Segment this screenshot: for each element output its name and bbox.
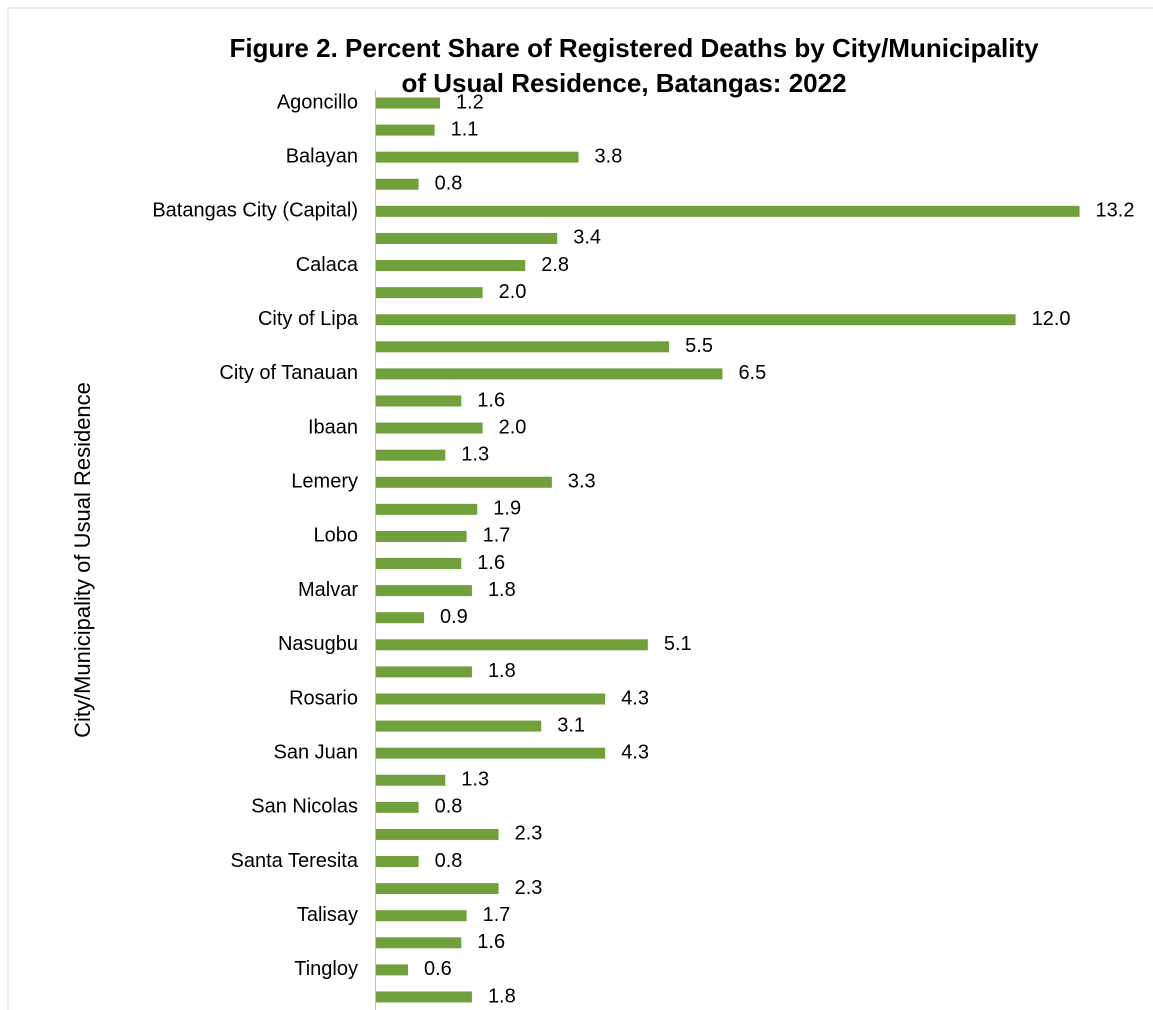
bar <box>376 720 542 732</box>
y-tick-label: City of Tanauan <box>219 362 358 384</box>
y-tick-label: Agoncillo <box>277 91 358 113</box>
value-label: 5.5 <box>685 335 713 357</box>
y-tick-label: Malvar <box>298 579 358 601</box>
value-label: 3.4 <box>573 227 601 249</box>
bar <box>376 341 670 353</box>
value-label: 0.8 <box>435 173 463 195</box>
value-label: 1.8 <box>488 579 516 601</box>
value-label: 13.2 <box>1096 200 1135 222</box>
value-label: 4.3 <box>621 741 649 763</box>
bar <box>376 856 419 868</box>
value-label: 5.1 <box>664 633 692 655</box>
bar <box>376 449 446 461</box>
bar <box>376 503 478 515</box>
value-label: 1.9 <box>493 498 521 520</box>
y-tick-label: Ibaan <box>308 416 358 438</box>
value-label: 2.3 <box>515 877 543 899</box>
value-label: 1.6 <box>477 931 505 953</box>
bar <box>376 558 462 570</box>
y-tick-label: Balayan <box>286 145 358 167</box>
bar <box>376 883 499 895</box>
bar <box>376 774 446 786</box>
y-axis-label: City/Municipality of Usual Residence <box>70 382 95 738</box>
bar <box>376 964 408 976</box>
y-tick-label: Santa Teresita <box>231 850 359 872</box>
bar <box>376 314 1016 326</box>
value-label: 2.0 <box>499 281 527 303</box>
value-label: 2.0 <box>499 416 527 438</box>
value-label: 0.8 <box>435 850 463 872</box>
chart-title: Figure 2. Percent Share of Registered De… <box>229 33 1039 63</box>
value-label: 1.1 <box>451 118 479 140</box>
bar <box>376 666 472 678</box>
bar <box>376 476 552 488</box>
y-tick-label: Batangas City (Capital) <box>152 200 358 222</box>
bar <box>376 801 419 813</box>
chart-title: of Usual Residence, Batangas: 2022 <box>401 68 846 98</box>
value-label: 0.9 <box>440 606 468 628</box>
value-label: 2.8 <box>541 254 569 276</box>
bar <box>376 151 579 163</box>
y-tick-label: Lemery <box>291 471 358 493</box>
bar <box>376 747 606 759</box>
y-tick-label: Nasugbu <box>278 633 358 655</box>
value-label: 3.8 <box>595 145 623 167</box>
y-tick-label: Talisay <box>297 904 358 926</box>
value-label: 0.6 <box>424 958 452 980</box>
bar <box>376 612 424 624</box>
bar <box>376 124 435 136</box>
bar <box>376 205 1080 217</box>
bar <box>376 422 483 434</box>
bar <box>376 828 499 840</box>
bar <box>376 97 440 109</box>
value-label: 3.3 <box>568 471 596 493</box>
bar <box>376 260 526 272</box>
bar <box>376 178 419 190</box>
bar <box>376 693 606 705</box>
value-label: 2.3 <box>515 823 543 845</box>
y-tick-label: Tingloy <box>294 958 358 980</box>
bar <box>376 639 648 651</box>
bar <box>376 395 462 407</box>
chart-frame <box>7 7 1153 1010</box>
value-label: 1.7 <box>483 525 511 547</box>
value-label: 6.5 <box>738 362 766 384</box>
y-tick-label: Calaca <box>296 254 359 276</box>
value-label: 1.7 <box>483 904 511 926</box>
value-label: 1.6 <box>477 552 505 574</box>
value-label: 1.3 <box>461 769 489 791</box>
value-label: 0.8 <box>435 796 463 818</box>
bar <box>376 585 472 597</box>
value-label: 12.0 <box>1032 308 1071 330</box>
value-label: 1.6 <box>477 389 505 411</box>
bar <box>376 368 723 380</box>
value-label: 1.8 <box>488 985 516 1007</box>
y-tick-label: Lobo <box>314 525 359 547</box>
y-tick-label: San Nicolas <box>251 796 358 818</box>
value-label: 1.3 <box>461 443 489 465</box>
value-label: 3.1 <box>557 714 585 736</box>
value-label: 1.8 <box>488 660 516 682</box>
bar <box>376 937 462 949</box>
bar <box>376 232 558 244</box>
y-tick-label: Rosario <box>289 687 358 709</box>
bar <box>376 991 472 1003</box>
y-tick-label: San Juan <box>273 741 358 763</box>
bar <box>376 530 467 542</box>
y-tick-label: City of Lipa <box>258 308 359 330</box>
value-label: 1.2 <box>456 91 484 113</box>
bar <box>376 910 467 922</box>
value-label: 4.3 <box>621 687 649 709</box>
bar <box>376 287 483 299</box>
